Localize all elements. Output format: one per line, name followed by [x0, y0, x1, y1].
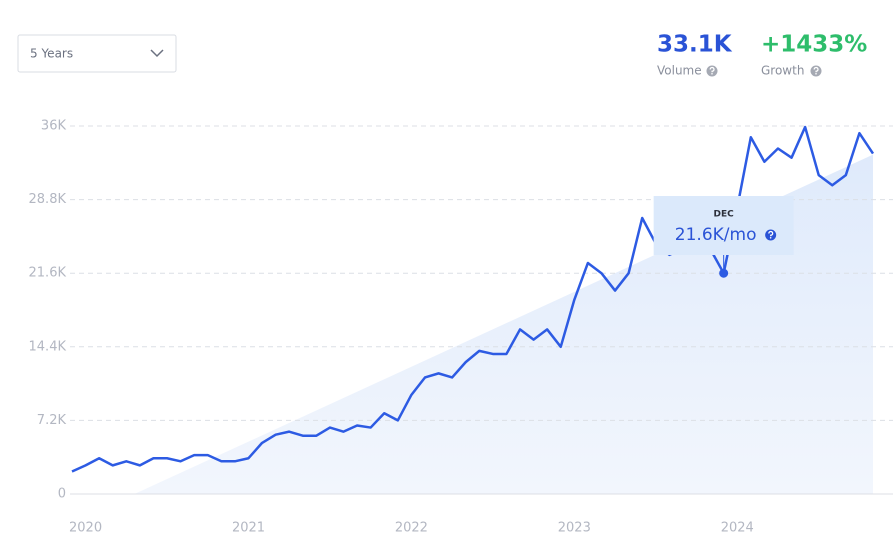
- range-dropdown[interactable]: 5 Years: [17, 34, 177, 73]
- x-tick-label: 2024: [721, 521, 754, 536]
- chevron: [150, 49, 164, 58]
- x-tick-label: 2022: [395, 521, 428, 536]
- dropdown-label: 5 Years: [30, 47, 73, 61]
- help-icon: [765, 229, 777, 241]
- x-tick-label: 2021: [232, 521, 265, 536]
- highlight-point: [719, 268, 729, 278]
- y-tick-label: 0: [58, 487, 66, 502]
- tooltip: DEC 21.6K/mo: [653, 196, 794, 274]
- volume-value: 33.1K: [657, 32, 733, 58]
- tooltip-month: DEC: [714, 210, 735, 220]
- tooltip-box: [653, 196, 794, 255]
- growth-value: +1433%: [761, 32, 867, 58]
- volume-label: Volume: [657, 64, 702, 78]
- x-tick-label: 2023: [558, 521, 591, 536]
- y-tick-label: 36K: [41, 119, 67, 134]
- x-tick-label: 2020: [69, 521, 102, 536]
- y-tick-label: 14.4K: [29, 339, 67, 354]
- help-icon-dot: [769, 237, 772, 239]
- growth-label: Growth: [761, 64, 804, 78]
- help-icon-glyph: [768, 230, 774, 237]
- help-icon[interactable]: [810, 65, 822, 77]
- help-icon[interactable]: [706, 65, 718, 77]
- y-tick-label: 7.2K: [37, 413, 67, 428]
- y-tick-label: 21.6K: [29, 266, 67, 281]
- plot: 0 7.2K 14.4K 21.6K 28.8K 36K 2020 2021 2022 2023 2…: [29, 119, 893, 536]
- tooltip-value: 21.6K/mo: [675, 225, 757, 245]
- y-tick-label: 28.8K: [29, 192, 67, 207]
- dropdown-box[interactable]: [17, 34, 177, 73]
